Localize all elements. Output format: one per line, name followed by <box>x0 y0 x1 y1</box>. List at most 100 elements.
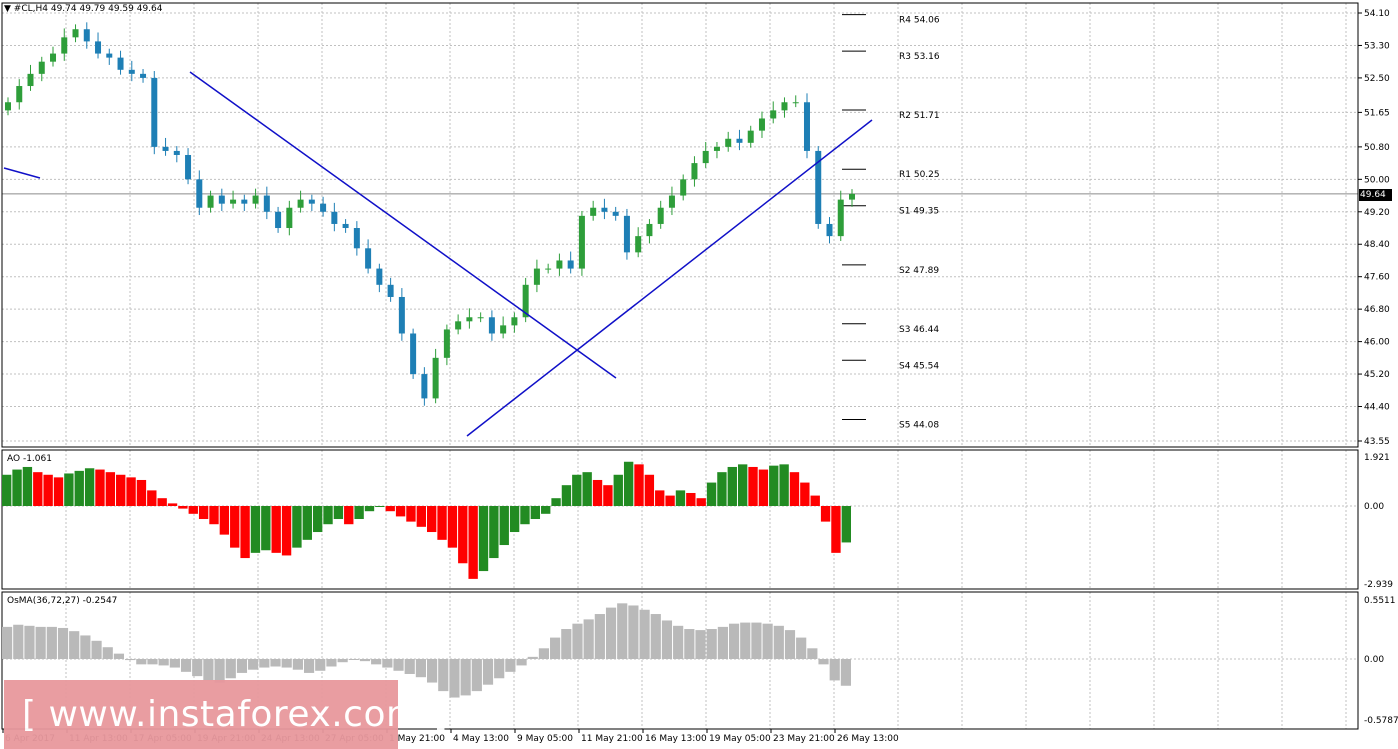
ao-bar <box>675 490 686 506</box>
osma-bar <box>214 659 225 683</box>
ao-bar <box>323 506 333 525</box>
ao-bar <box>219 506 230 535</box>
chart-grid <box>2 3 1358 729</box>
candle-body <box>770 110 777 119</box>
time-tick-label: 23 May 21:00 <box>773 734 835 744</box>
ao-bar <box>779 464 789 506</box>
candle-body <box>556 260 563 269</box>
ao-bar <box>634 464 644 506</box>
price-candles <box>5 22 855 406</box>
ao-bar <box>686 492 696 506</box>
candle-body <box>128 69 135 74</box>
candle-body <box>106 53 113 58</box>
ao-bar <box>22 466 33 506</box>
candle-body <box>72 29 79 38</box>
osma-bar <box>46 626 57 659</box>
candle-body <box>230 199 237 204</box>
current-price-tag: 49.64 <box>1359 189 1392 201</box>
ao-bar <box>333 506 344 520</box>
ao-bar <box>613 474 623 506</box>
candle-body <box>218 195 225 204</box>
candle-body <box>353 228 360 249</box>
ao-bar <box>354 506 364 520</box>
osma-bar <box>415 659 426 678</box>
osma-bar <box>650 614 661 659</box>
candle-body <box>725 138 732 147</box>
candle-body <box>308 199 315 204</box>
ao-bar <box>198 506 209 520</box>
osma-bar <box>773 625 784 659</box>
price-tick-label: 46.00 <box>1364 338 1390 348</box>
candle-body <box>736 138 743 143</box>
candle-body <box>567 260 574 269</box>
candle-body <box>455 321 462 330</box>
osma-bar <box>203 659 214 681</box>
candle-body <box>488 317 495 334</box>
ao-bar <box>12 469 22 506</box>
ao-bar <box>105 472 116 506</box>
osma-bar <box>762 623 773 659</box>
osma-bar <box>538 648 550 659</box>
ao-bar <box>551 498 561 506</box>
candle-body <box>320 203 327 212</box>
ao-bar <box>644 474 655 506</box>
ao-bar <box>727 466 737 506</box>
ao-bar <box>209 506 219 525</box>
candle-body <box>792 102 799 104</box>
ao-bar <box>427 506 437 533</box>
osma-bar <box>303 659 315 673</box>
osma-bar <box>818 659 829 665</box>
ao-bar <box>385 506 395 512</box>
osma-bar <box>550 637 561 659</box>
osma-bar <box>740 622 751 659</box>
price-tick-label: 49.20 <box>1364 208 1390 218</box>
ao-bar <box>188 506 198 514</box>
osma-bar <box>471 659 482 692</box>
candle-body <box>241 199 248 204</box>
osma-bar <box>572 623 583 659</box>
ao-bar <box>447 506 458 548</box>
main-pane-header: ▼ #CL,H4 49.74 49.79 49.59 49.64 <box>4 4 163 14</box>
ao-bar <box>717 472 727 506</box>
candle-body <box>140 73 147 78</box>
ao-tick-label: -2.939 <box>1364 580 1393 590</box>
candle-body <box>781 102 788 111</box>
pivot-label: R2 51.71 <box>899 111 940 121</box>
candle-body <box>410 333 417 375</box>
candle-body <box>500 325 507 334</box>
candle-body <box>747 130 754 143</box>
osma-bar <box>57 627 69 659</box>
candle-body <box>16 86 23 103</box>
ao-bar <box>748 466 758 506</box>
ao-bar <box>520 506 530 525</box>
ao-bar <box>116 474 126 506</box>
ao-bar <box>572 474 582 506</box>
ao-bar <box>53 477 64 506</box>
ao-bar <box>769 465 779 506</box>
osma-bar <box>494 659 505 679</box>
ao-bar <box>706 482 717 506</box>
osma-bar <box>13 624 24 659</box>
osma-bar <box>427 659 438 683</box>
candle-body <box>657 207 664 224</box>
candle-body <box>95 41 102 54</box>
candle-body <box>173 150 180 155</box>
ao-bar <box>468 506 478 579</box>
candle-body <box>83 29 90 42</box>
osma-bar <box>24 625 35 659</box>
candle-body <box>623 215 630 253</box>
dropdown-triangle-icon[interactable]: ▼ <box>4 4 11 14</box>
trendlines <box>3 71 873 437</box>
candle-body <box>286 207 293 229</box>
ao-bar <box>416 506 426 527</box>
osma-bar <box>482 659 494 685</box>
pivot-label: R1 50.25 <box>899 170 940 180</box>
candle-body <box>27 73 34 87</box>
candle-body <box>680 179 687 196</box>
time-tick-label: 16 May 13:00 <box>645 734 707 744</box>
price-tick-label: 48.40 <box>1364 240 1390 250</box>
pivot-label: R3 53.16 <box>899 52 940 62</box>
ao-bar <box>696 498 706 506</box>
osma-bar <box>717 626 728 659</box>
